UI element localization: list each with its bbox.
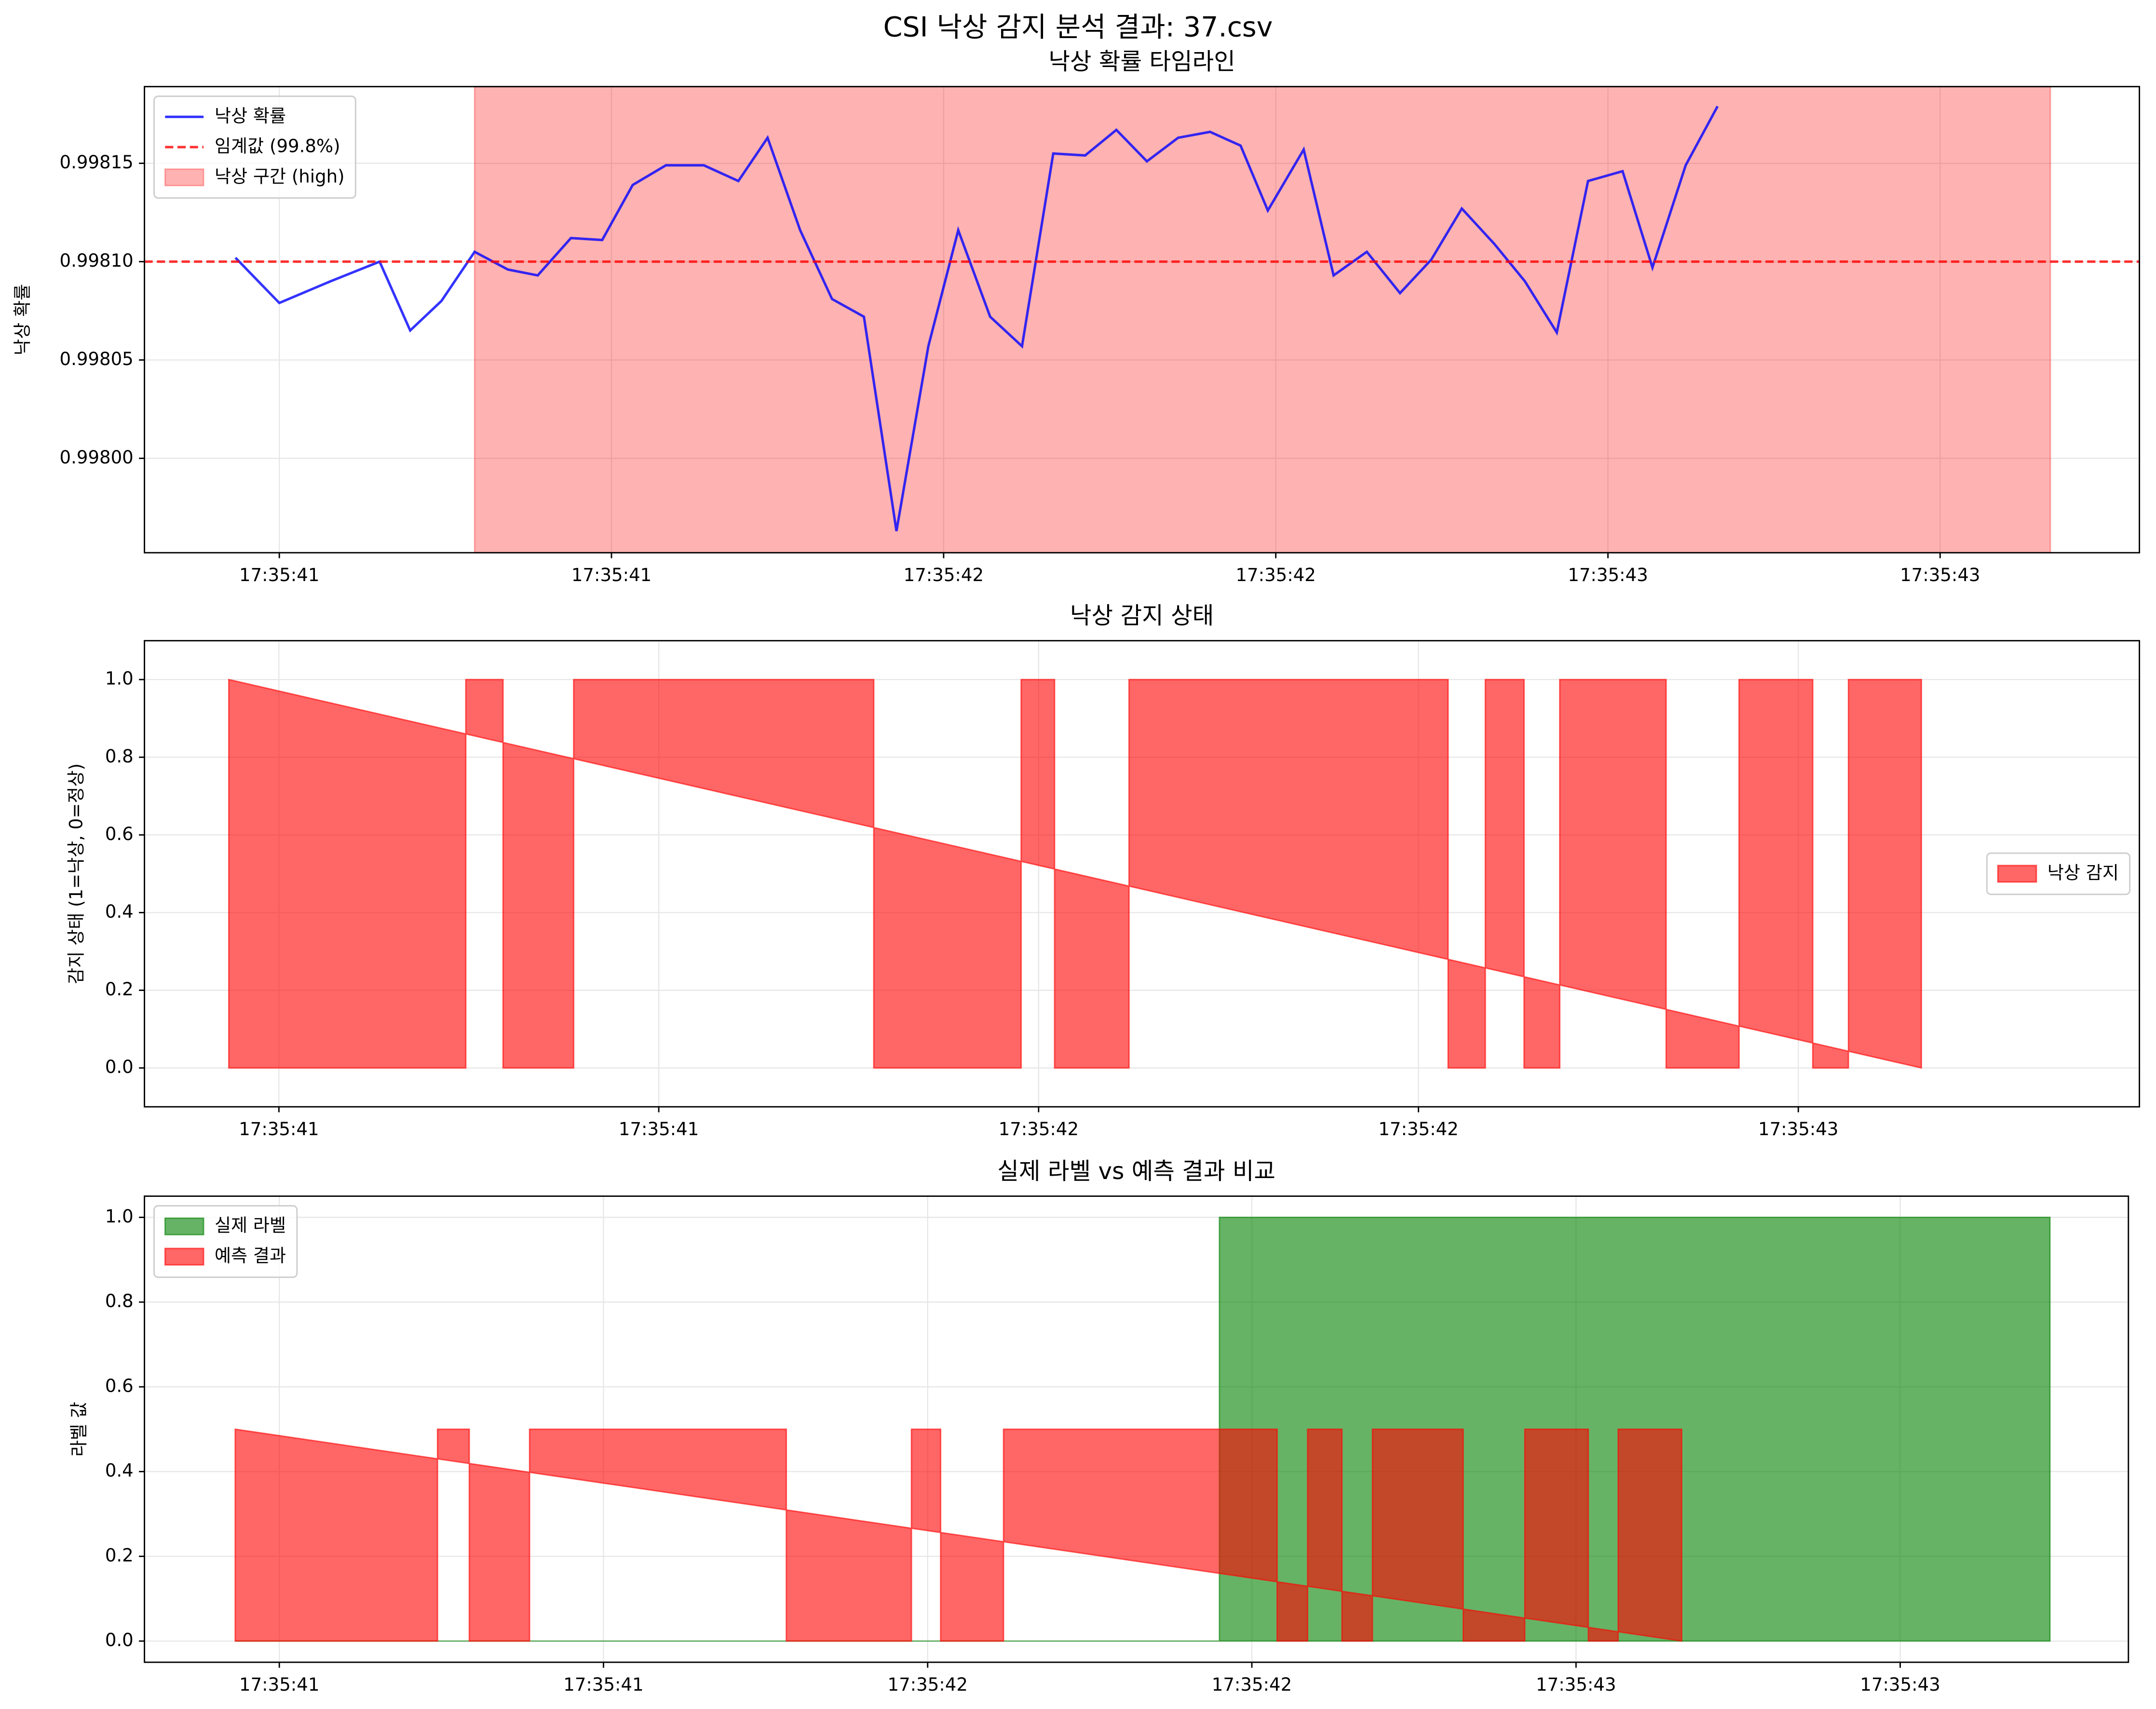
figure-title: CSI 낙상 감지 분석 결과: 37.csv xyxy=(883,11,1273,43)
legend-label: 임계값 (99.8%) xyxy=(215,136,340,157)
axes-frame xyxy=(144,1195,2129,1663)
subplot-title: 실제 라벨 vs 예측 결과 비교 xyxy=(997,1158,1275,1185)
subplot-title: 낙상 확률 타임라인 xyxy=(1048,48,1235,75)
legend-label: 낙상 구간 (high) xyxy=(215,166,345,187)
x-tick-label: 17:35:41 xyxy=(239,1119,319,1139)
y-tick-label: 0.8 xyxy=(105,746,134,767)
y-axis-label: 감지 상태 (1=낙상, 0=정상) xyxy=(66,763,86,984)
x-tick-label: 17:35:41 xyxy=(239,1674,319,1695)
y-axis-label: 낙상 확률 xyxy=(12,284,33,355)
area-series xyxy=(228,678,1922,1069)
x-tick-label: 17:35:41 xyxy=(239,565,319,585)
x-tick-label: 17:35:42 xyxy=(1235,565,1315,585)
x-tick-label: 17:35:43 xyxy=(1900,565,1980,585)
y-tick-label: 0.0 xyxy=(105,1057,134,1077)
y-tick-label: 1.0 xyxy=(105,1206,134,1227)
x-tick-label: 17:35:41 xyxy=(563,1674,643,1695)
x-tick-label: 17:35:43 xyxy=(1568,565,1648,585)
y-tick-label: 0.4 xyxy=(105,1460,134,1481)
axes-frame xyxy=(144,640,2141,1108)
y-tick-label: 0.4 xyxy=(105,901,134,922)
legend-label: 예측 결과 xyxy=(215,1245,286,1266)
legend: 낙상 감지 xyxy=(1986,852,2131,895)
legend-swatch xyxy=(164,1248,204,1266)
highlight-span xyxy=(474,86,2051,554)
x-tick-label: 17:35:42 xyxy=(1378,1119,1458,1139)
y-tick-label: 1.0 xyxy=(105,668,134,689)
x-tick-label: 17:35:43 xyxy=(1758,1119,1838,1139)
x-tick-label: 17:35:43 xyxy=(1536,1674,1616,1695)
x-tick-label: 17:35:43 xyxy=(1860,1674,1940,1695)
axes-frame xyxy=(144,86,2141,554)
legend-swatch xyxy=(1997,865,2037,883)
x-tick-label: 17:35:41 xyxy=(619,1119,699,1139)
y-tick-label: 0.99800 xyxy=(60,447,134,468)
y-tick-label: 0.99815 xyxy=(60,152,134,173)
legend-frame xyxy=(153,95,356,199)
y-axis-label: 라벨 값 xyxy=(68,1402,89,1457)
legend-label: 실제 라벨 xyxy=(215,1215,286,1236)
y-tick-label: 0.99810 xyxy=(60,250,134,271)
subplot-title: 낙상 감지 상태 xyxy=(1070,602,1214,629)
legend-frame xyxy=(1986,852,2131,895)
y-tick-label: 0.2 xyxy=(105,1545,134,1566)
area-series xyxy=(235,1217,2051,1642)
legend-label: 낙상 확률 xyxy=(215,106,286,126)
legend-swatch xyxy=(164,168,204,187)
y-tick-label: 0.2 xyxy=(105,979,134,1000)
legend-swatch xyxy=(164,1217,204,1235)
y-tick-label: 0.8 xyxy=(105,1291,134,1312)
y-tick-label: 0.0 xyxy=(105,1630,134,1651)
area-series xyxy=(234,1428,1682,1642)
y-tick-label: 0.99805 xyxy=(60,349,134,369)
x-tick-label: 17:35:41 xyxy=(571,565,651,585)
x-tick-label: 17:35:42 xyxy=(904,565,984,585)
y-tick-label: 0.6 xyxy=(105,824,134,844)
x-tick-label: 17:35:42 xyxy=(888,1674,968,1695)
y-tick-label: 0.6 xyxy=(105,1375,134,1396)
line-series xyxy=(234,106,1719,531)
x-tick-label: 17:35:42 xyxy=(999,1119,1079,1139)
x-tick-label: 17:35:42 xyxy=(1212,1674,1292,1695)
legend-label: 낙상 감지 xyxy=(2048,862,2119,883)
